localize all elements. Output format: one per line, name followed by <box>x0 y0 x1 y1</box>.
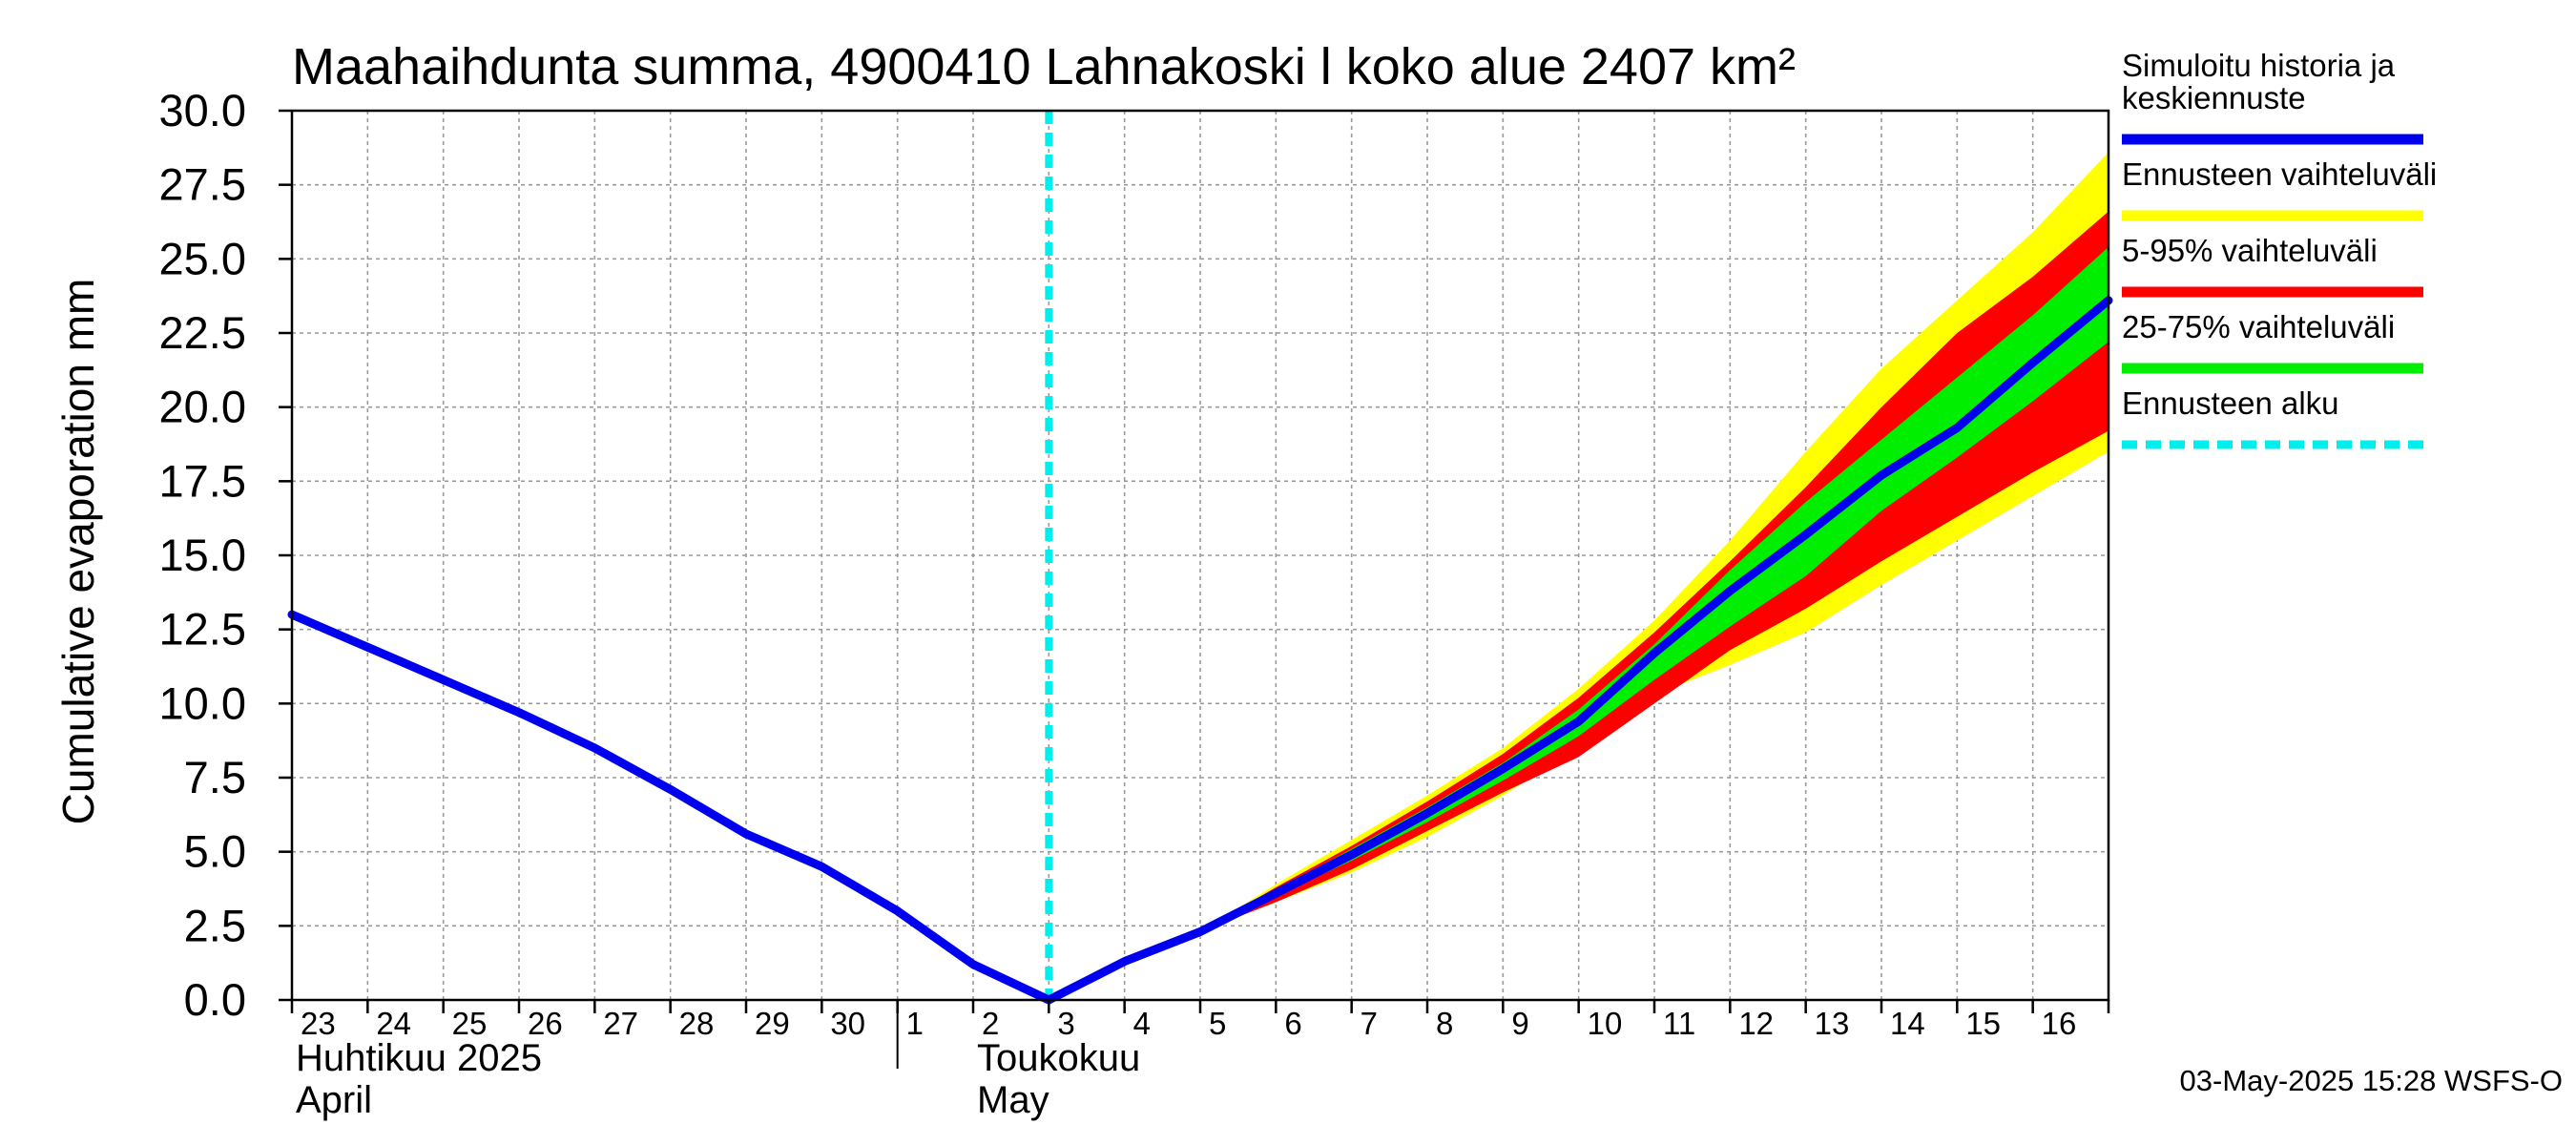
y-tick-label: 25.0 <box>159 233 246 283</box>
x-tick-label: 3 <box>1057 1006 1074 1041</box>
legend-label: keskiennuste <box>2122 80 2306 115</box>
legend-label: Simuloitu historia ja <box>2122 48 2396 83</box>
x-tick-label: 12 <box>1738 1006 1774 1041</box>
grid-lines <box>292 111 2109 1000</box>
month-label-en: May <box>977 1079 1049 1121</box>
x-tick-label: 1 <box>906 1006 924 1041</box>
chart-title: Maahaihdunta summa, 4900410 Lahnakoski l… <box>292 38 1796 95</box>
y-tick-label: 15.0 <box>159 530 246 580</box>
y-tick-label: 20.0 <box>159 382 246 432</box>
x-tick-label: 7 <box>1361 1006 1378 1041</box>
series-lines <box>287 111 2113 1005</box>
x-tick-label: 11 <box>1663 1006 1695 1041</box>
x-tick-label: 10 <box>1588 1006 1623 1041</box>
y-tick-label: 27.5 <box>159 159 246 210</box>
y-tick-label: 7.5 <box>184 752 246 802</box>
x-tick-label: 24 <box>376 1006 411 1041</box>
x-tick-label: 28 <box>679 1006 715 1041</box>
y-axis-label: Cumulative evaporation mm <box>53 279 103 825</box>
x-tick-label: 8 <box>1436 1006 1453 1041</box>
legend-label: Ennusteen vaihteluväli <box>2122 156 2437 192</box>
x-tick-label: 14 <box>1890 1006 1925 1041</box>
x-tick-label: 26 <box>528 1006 563 1041</box>
month-label: Huhtikuu 2025 <box>296 1037 542 1079</box>
x-tick-label: 27 <box>603 1006 638 1041</box>
series-line-mean <box>287 296 2113 1005</box>
band-ffff00 <box>1200 152 2109 932</box>
x-tick-label: 23 <box>301 1006 336 1041</box>
y-tick-label: 5.0 <box>184 826 246 877</box>
legend-label: 5-95% vaihteluväli <box>2122 233 2378 268</box>
y-tick-label: 17.5 <box>159 455 246 506</box>
legend-label: 25-75% vaihteluväli <box>2122 309 2395 344</box>
y-tick-label: 10.0 <box>159 677 246 728</box>
timestamp-footer: 03-May-2025 15:28 WSFS-O <box>2180 1064 2563 1097</box>
month-label-en: April <box>296 1079 372 1121</box>
x-tick-label: 16 <box>2042 1006 2077 1041</box>
forecast-bands <box>1200 152 2109 932</box>
y-tick-label: 0.0 <box>184 974 246 1025</box>
axis-ticks <box>279 109 2110 1069</box>
x-tick-label: 30 <box>830 1006 865 1041</box>
x-tick-label: 25 <box>452 1006 488 1041</box>
x-tick-label: 5 <box>1209 1006 1226 1041</box>
y-tick-label: 30.0 <box>159 85 246 135</box>
y-tick-label: 22.5 <box>159 307 246 358</box>
month-label: Toukokuu <box>977 1037 1140 1079</box>
x-tick-label: 2 <box>982 1006 999 1041</box>
legend-label: Ennusteen alku <box>2122 385 2339 421</box>
x-tick-label: 13 <box>1815 1006 1850 1041</box>
x-tick-label: 6 <box>1284 1006 1301 1041</box>
x-tick-label: 29 <box>755 1006 790 1041</box>
x-tick-label: 9 <box>1511 1006 1528 1041</box>
x-tick-label: 4 <box>1133 1006 1151 1041</box>
y-tick-label: 2.5 <box>184 900 246 950</box>
y-tick-label: 12.5 <box>159 604 246 655</box>
x-tick-label: 15 <box>1965 1006 2001 1041</box>
axis-labels: 0.0 2.5 5.0 7.5 10.0 12.5 15.0 17.5 20.0 22.5 25.0… <box>159 85 2077 1121</box>
